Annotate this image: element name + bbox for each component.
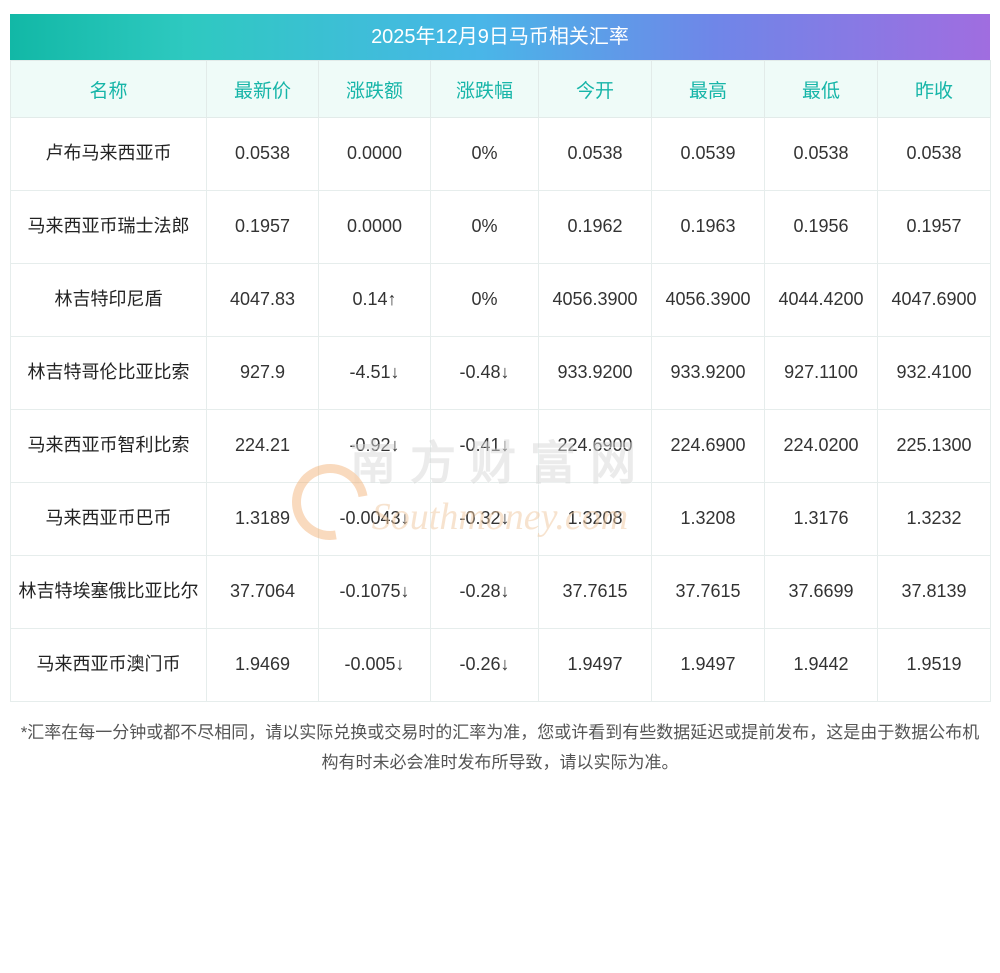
cell-low: 37.6699	[764, 555, 878, 629]
cell-pct: -0.28↓	[430, 555, 539, 629]
cell-open: 933.9200	[538, 336, 652, 410]
cell-name: 马来西亚币智利比索	[10, 409, 207, 483]
col-header-last: 最新价	[206, 60, 319, 118]
col-header-low: 最低	[764, 60, 878, 118]
cell-prev-close: 1.3232	[877, 482, 991, 556]
table-row[interactable]: 卢布马来西亚币 0.0538 0.0000 0% 0.0538 0.0539 0.0538 0…	[10, 117, 991, 191]
cell-pct: -0.32↓	[430, 482, 539, 556]
cell-last: 0.1957	[206, 190, 319, 264]
cell-high: 37.7615	[651, 555, 765, 629]
cell-low: 927.1100	[764, 336, 878, 410]
cell-pct: -0.48↓	[430, 336, 539, 410]
cell-change: 0.14↑	[318, 263, 431, 337]
cell-pct: 0%	[430, 190, 539, 264]
cell-change: -0.92↓	[318, 409, 431, 483]
page-title: 2025年12月9日马币相关汇率	[10, 14, 990, 60]
cell-last: 37.7064	[206, 555, 319, 629]
cell-name: 林吉特埃塞俄比亚比尔	[10, 555, 207, 629]
cell-last: 1.9469	[206, 628, 319, 702]
cell-last: 4047.83	[206, 263, 319, 337]
cell-prev-close: 4047.6900	[877, 263, 991, 337]
cell-high: 0.1963	[651, 190, 765, 264]
cell-high: 933.9200	[651, 336, 765, 410]
table-row[interactable]: 马来西亚币瑞士法郎 0.1957 0.0000 0% 0.1962 0.1963 0.195…	[10, 190, 991, 264]
cell-low: 1.9442	[764, 628, 878, 702]
footnote: *汇率在每一分钟或都不尽相同，请以实际兑换或交易时的汇率为准，您或许看到有些数据…	[20, 723, 980, 772]
col-header-name: 名称	[10, 60, 207, 118]
cell-open: 1.9497	[538, 628, 652, 702]
cell-low: 224.0200	[764, 409, 878, 483]
cell-low: 0.0538	[764, 117, 878, 191]
cell-last: 927.9	[206, 336, 319, 410]
cell-open: 0.0538	[538, 117, 652, 191]
cell-pct: 0%	[430, 263, 539, 337]
col-header-prev-close: 昨收	[877, 60, 991, 118]
cell-prev-close: 37.8139	[877, 555, 991, 629]
cell-prev-close: 932.4100	[877, 336, 991, 410]
cell-change: -0.1075↓	[318, 555, 431, 629]
cell-change: -0.005↓	[318, 628, 431, 702]
cell-last: 0.0538	[206, 117, 319, 191]
table-row[interactable]: 马来西亚币智利比索 224.21 -0.92↓ -0.41↓ 224.6900 224.6…	[10, 409, 991, 483]
col-header-pct: 涨跌幅	[430, 60, 539, 118]
cell-open: 37.7615	[538, 555, 652, 629]
cell-pct: 0%	[430, 117, 539, 191]
cell-last: 1.3189	[206, 482, 319, 556]
cell-high: 4056.3900	[651, 263, 765, 337]
cell-name: 卢布马来西亚币	[10, 117, 207, 191]
table-row[interactable]: 马来西亚币澳门币 1.9469 -0.005↓ -0.26↓ 1.9497 1.9497 1…	[10, 628, 991, 702]
col-header-open: 今开	[538, 60, 652, 118]
cell-high: 0.0539	[651, 117, 765, 191]
col-header-change: 涨跌额	[318, 60, 431, 118]
cell-change: -4.51↓	[318, 336, 431, 410]
table-row[interactable]: 林吉特埃塞俄比亚比尔 37.7064 -0.1075↓ -0.28↓ 37.7615 37…	[10, 555, 991, 629]
cell-open: 224.6900	[538, 409, 652, 483]
table-row[interactable]: 马来西亚币巴币 1.3189 -0.0043↓ -0.32↓ 1.3208 1.3208 1…	[10, 482, 991, 556]
col-header-high: 最高	[651, 60, 765, 118]
cell-open: 4056.3900	[538, 263, 652, 337]
cell-low: 4044.4200	[764, 263, 878, 337]
table-header-row: 名称 最新价 涨跌额 涨跌幅 今开 最高 最低 昨收	[10, 60, 991, 118]
table-row[interactable]: 林吉特印尼盾 4047.83 0.14↑ 0% 4056.3900 4056.3900 40…	[10, 263, 991, 337]
cell-name: 林吉特印尼盾	[10, 263, 207, 337]
table-body: 卢布马来西亚币 0.0538 0.0000 0% 0.0538 0.0539 0.0538 0…	[10, 117, 991, 702]
cell-name: 马来西亚币瑞士法郎	[10, 190, 207, 264]
cell-open: 1.3208	[538, 482, 652, 556]
cell-high: 224.6900	[651, 409, 765, 483]
exchange-rate-table: 名称 最新价 涨跌额 涨跌幅 今开 最高 最低 昨收 卢布马来西亚币 0.0538…	[10, 60, 991, 702]
cell-prev-close: 0.1957	[877, 190, 991, 264]
table-row[interactable]: 林吉特哥伦比亚比索 927.9 -4.51↓ -0.48↓ 933.9200 933.92…	[10, 336, 991, 410]
cell-pct: -0.41↓	[430, 409, 539, 483]
cell-open: 0.1962	[538, 190, 652, 264]
cell-prev-close: 1.9519	[877, 628, 991, 702]
cell-high: 1.3208	[651, 482, 765, 556]
cell-high: 1.9497	[651, 628, 765, 702]
cell-prev-close: 0.0538	[877, 117, 991, 191]
cell-name: 马来西亚币澳门币	[10, 628, 207, 702]
cell-last: 224.21	[206, 409, 319, 483]
cell-prev-close: 225.1300	[877, 409, 991, 483]
cell-low: 1.3176	[764, 482, 878, 556]
cell-low: 0.1956	[764, 190, 878, 264]
cell-name: 马来西亚币巴币	[10, 482, 207, 556]
cell-change: 0.0000	[318, 117, 431, 191]
cell-pct: -0.26↓	[430, 628, 539, 702]
cell-change: -0.0043↓	[318, 482, 431, 556]
cell-change: 0.0000	[318, 190, 431, 264]
cell-name: 林吉特哥伦比亚比索	[10, 336, 207, 410]
